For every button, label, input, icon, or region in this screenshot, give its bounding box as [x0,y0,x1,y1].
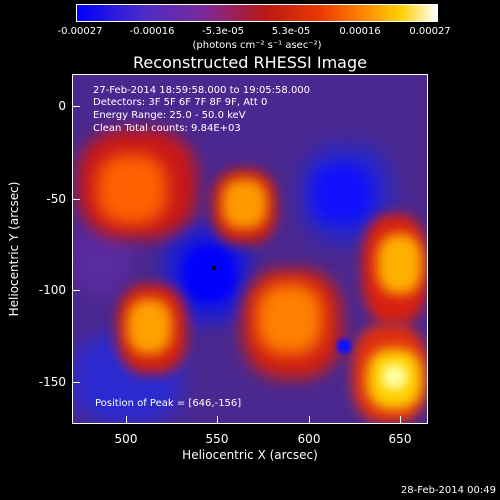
x-tick-mark [126,416,127,424]
heatmap-region [377,234,422,294]
x-tick-mark [217,416,218,424]
heatmap-image [72,74,428,424]
heatmap-region [222,179,267,229]
y-tick-mark [72,290,80,291]
colorbar-tick: 5.3e-05 [271,26,311,37]
energy-range-label: Energy Range: 25.0 - 50.0 keV [93,110,246,121]
heatmap-region [382,364,407,389]
heatmap-region [337,339,351,353]
heatmap-region [127,299,172,354]
colorbar-tick: 0.00027 [409,26,451,37]
y-tick-label: -100 [38,283,66,297]
detectors-label: Detectors: 3F 5F 6F 7F 8F 9F, Att 0 [93,97,268,108]
timestamp: 28-Feb-2014 00:49 [400,485,496,496]
x-tick-label: 550 [205,432,229,446]
x-tick-mark [400,416,401,424]
colorbar-tick: -0.00016 [129,26,175,37]
y-tick-mark [72,106,80,107]
y-tick-label: -50 [46,192,66,206]
y-tick-mark [72,382,80,383]
heatmap-region [257,284,322,354]
chart-title: Reconstructed RHESSI Image [133,53,367,72]
heatmap-region [212,266,216,270]
peak-position-label: Position of Peak = [646,-156] [95,398,242,409]
x-tick-label: 500 [114,432,138,446]
y-tick-mark [72,199,80,200]
colorbar-tick: 0.00016 [339,26,381,37]
heatmap-region [182,244,237,304]
heatmap-region [312,164,372,224]
time-range-label: 27-Feb-2014 18:59:58.000 to 19:05:58.000 [93,85,311,96]
y-tick-label: 0 [58,99,66,113]
x-tick-label: 600 [297,432,321,446]
colorbar [76,4,438,22]
colorbar-units: (photons cm⁻² s⁻¹ asec⁻²) [192,40,322,51]
y-tick-label: -150 [38,375,66,389]
x-tick-label: 650 [388,432,412,446]
colorbar-tick: -0.00027 [57,26,103,37]
x-tick-mark [309,416,310,424]
heatmap-region [97,154,167,224]
colorbar-tick: -5.3e-05 [202,26,244,37]
clean-counts-label: Clean Total counts: 9.84E+03 [93,123,241,134]
y-axis-label: Heliocentric Y (arcsec) [7,181,21,317]
x-axis-label: Heliocentric X (arcsec) [182,448,318,462]
